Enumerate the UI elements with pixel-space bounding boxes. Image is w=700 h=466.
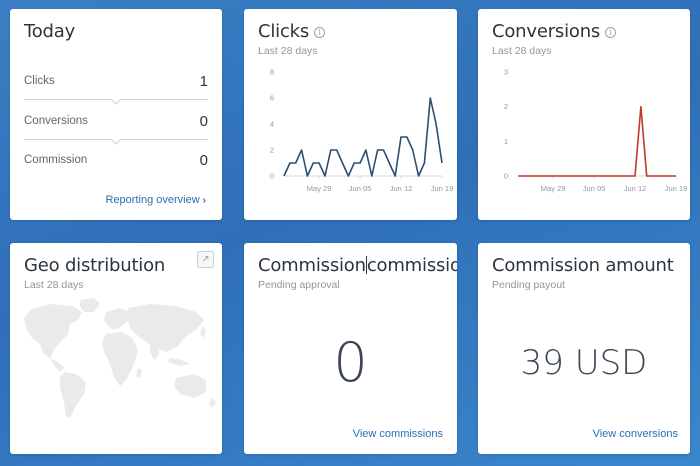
commissions-subtitle: Pending approval xyxy=(258,279,340,291)
text-cursor xyxy=(365,256,367,274)
world-map xyxy=(24,298,216,418)
commissions-title: Commissioncommissions xyxy=(258,255,457,276)
map-india xyxy=(150,342,160,360)
conversions-card: Conversions i Last 28 days 0 1 2 3 May 29 Jun … xyxy=(478,9,690,220)
commission-amount-value: 39 USD xyxy=(520,343,648,383)
expand-icon[interactable]: ↗ xyxy=(197,251,214,268)
geo-card: Geo distribution Last 28 days ↗ xyxy=(10,243,222,454)
y-tick-label: 3 xyxy=(504,68,508,77)
map-indonesia xyxy=(168,358,190,366)
map-europe xyxy=(104,308,130,330)
reporting-overview-label: Reporting overview xyxy=(105,194,200,206)
view-conversions-link[interactable]: View conversions xyxy=(592,428,678,440)
clicks-chart: 0 2 4 6 8 May 29 Jun 05 Jun 12 Jun 19 xyxy=(270,68,454,194)
x-tick-label: Jun 05 xyxy=(349,184,372,193)
geo-subtitle: Last 28 days xyxy=(24,279,84,291)
conversions-subtitle: Last 28 days xyxy=(492,45,552,57)
commission-amount-card: Commission amount Pending payout 39 USD … xyxy=(478,243,690,454)
map-central-america xyxy=(50,358,64,372)
y-tick-label: 6 xyxy=(270,94,274,103)
today-clicks-value: 1 xyxy=(199,73,208,90)
clicks-subtitle: Last 28 days xyxy=(258,45,318,57)
y-tick-label: 0 xyxy=(504,172,508,181)
today-commission-label: Commission xyxy=(24,154,88,166)
x-tick-label: Jun 12 xyxy=(624,184,647,193)
y-tick-label: 8 xyxy=(270,68,274,77)
commission-amount-subtitle: Pending payout xyxy=(492,279,565,291)
commissions-value: 0 xyxy=(333,331,368,394)
info-icon[interactable]: i xyxy=(605,27,617,38)
conversions-title: Conversions i xyxy=(492,21,617,42)
x-tick-label: May 29 xyxy=(307,184,332,193)
map-north-america xyxy=(24,304,82,358)
commissions-title-a: Commission xyxy=(258,255,366,276)
map-madagascar xyxy=(136,368,142,378)
view-commissions-link[interactable]: View commissions xyxy=(352,428,443,440)
commissions-card: Commissioncommissions Pending approval 0… xyxy=(244,243,457,454)
today-conversions-label: Conversions xyxy=(24,115,88,127)
reporting-overview-link[interactable]: Reporting overview › xyxy=(106,194,207,206)
today-commission-value: 0 xyxy=(199,152,208,169)
x-tick-label: Jun 12 xyxy=(390,184,413,193)
map-australia xyxy=(174,374,206,398)
chevron-right-icon: › xyxy=(202,195,206,206)
map-south-america xyxy=(60,372,86,418)
today-conversions-value: 0 xyxy=(199,113,208,130)
geo-title: Geo distribution xyxy=(24,255,166,276)
map-new-zealand xyxy=(209,398,216,408)
series-line xyxy=(518,105,676,177)
clicks-title: Clicks i xyxy=(258,21,326,42)
today-clicks-label: Clicks xyxy=(24,75,55,87)
clicks-card: Clicks i Last 28 days 0 2 4 6 8 May 29 Jun 05 Ju… xyxy=(244,9,457,220)
y-tick-label: 0 xyxy=(270,172,274,181)
map-asia xyxy=(128,304,204,352)
x-tick-label: Jun 05 xyxy=(583,184,606,193)
x-tick-label: Jun 19 xyxy=(431,184,454,193)
today-title: Today xyxy=(24,21,76,42)
y-tick-label: 2 xyxy=(270,146,274,155)
x-tick-label: May 29 xyxy=(541,184,566,193)
y-tick-label: 1 xyxy=(504,137,508,146)
conversions-chart: 0 1 2 3 May 29 Jun 05 Jun 12 Jun 19 xyxy=(504,68,688,194)
map-japan xyxy=(200,326,206,338)
x-tick-label: Jun 19 xyxy=(665,184,688,193)
map-africa xyxy=(102,332,138,386)
divider-notch xyxy=(110,133,122,145)
info-icon[interactable]: i xyxy=(314,27,326,38)
today-card: Today Clicks 1 Conversions 0 Commission … xyxy=(10,9,222,220)
divider-notch xyxy=(110,93,122,105)
map-greenland xyxy=(80,298,100,312)
clicks-title-text: Clicks xyxy=(258,21,310,42)
commission-amount-title: Commission amount xyxy=(492,255,674,276)
commissions-title-b: commissions xyxy=(366,255,457,276)
y-tick-label: 4 xyxy=(270,120,274,129)
y-tick-label: 2 xyxy=(504,102,508,111)
conversions-title-text: Conversions xyxy=(492,21,601,42)
series-line xyxy=(283,97,443,177)
